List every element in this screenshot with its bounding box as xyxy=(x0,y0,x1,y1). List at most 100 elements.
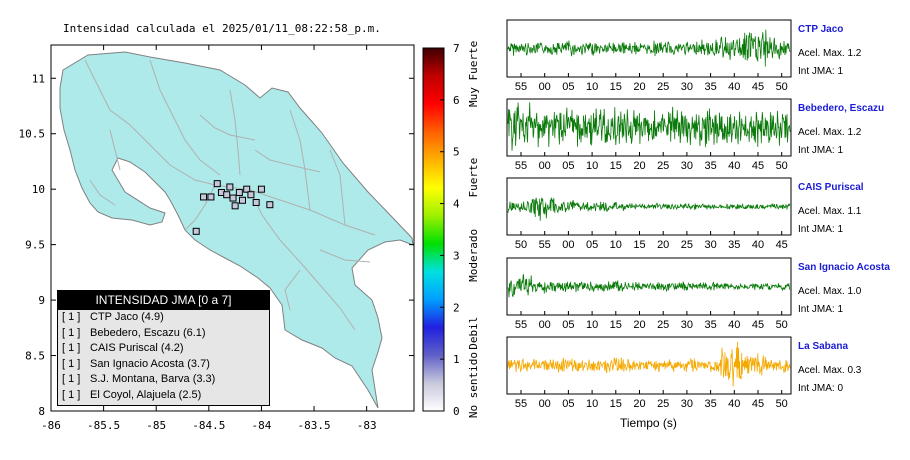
map-ytick-label: 8 xyxy=(38,405,45,418)
waveform-tick-label: 10 xyxy=(586,319,598,331)
legend-station: El Coyol, Alajuela (2.5) xyxy=(90,388,202,401)
colorbar-tick-label: 0 xyxy=(453,405,460,418)
waveform-tick-label: 05 xyxy=(562,81,574,93)
legend-station: S.J. Montana, Barva (3.3) xyxy=(90,373,216,385)
waveform-tick-label: 00 xyxy=(562,239,574,251)
waveform-tick-label: 45 xyxy=(752,160,764,172)
waveform-tick-label: 30 xyxy=(681,81,693,93)
station-marker xyxy=(231,202,239,210)
waveform-tick-label: 35 xyxy=(704,81,716,93)
station-acel: Acel. Max. 1.1 xyxy=(798,206,862,217)
waveform-tick-label: 55 xyxy=(515,319,527,331)
waveform-tick-label: 55 xyxy=(515,398,527,410)
colorbar-tick-label: 5 xyxy=(453,146,460,159)
station-marker xyxy=(200,193,208,201)
waveform-tick-label: 00 xyxy=(539,398,551,410)
colorbar-category-label: Moderado xyxy=(467,229,480,282)
waveform-tick-label: 35 xyxy=(728,239,740,251)
map-ytick-label: 10 xyxy=(32,183,45,196)
waveform-tick-label: 50 xyxy=(776,160,788,172)
legend-station: Bebedero, Escazu (6.1) xyxy=(90,326,206,339)
station-acel: Acel. Max. 0.3 xyxy=(798,365,862,376)
map-title: Intensidad calculada el 2025/01/11_08:22… xyxy=(63,22,381,35)
intensity-legend: INTENSIDAD JMA [0 a 7] [ 1 ] CTP Jaco (4.… xyxy=(57,290,270,406)
station-name: La Sabana xyxy=(798,341,849,352)
waveform-tick-label: 50 xyxy=(776,398,788,410)
waveform-tick-label: 50 xyxy=(515,239,527,251)
waveform-tick-label: 30 xyxy=(681,398,693,410)
waveform-trace xyxy=(507,29,791,67)
waveform-tick-label: 40 xyxy=(728,81,740,93)
waveform-tick-label: 10 xyxy=(586,160,598,172)
waveform-tick-label: 35 xyxy=(704,398,716,410)
station-marker xyxy=(207,193,215,201)
map-ytick-label: 8.5 xyxy=(25,350,45,363)
station-marker xyxy=(243,185,251,193)
waveform-tick-label: 55 xyxy=(539,239,551,251)
map-ytick-label: 10.5 xyxy=(19,128,46,141)
colorbar-tick-label: 7 xyxy=(453,42,460,55)
map-xtick-label: -85.5 xyxy=(87,419,120,432)
colorbar-category-label: No sentido xyxy=(467,352,480,418)
legend-row: [ 1 ] S.J. Montana, Barva (3.3) xyxy=(58,372,269,388)
waveform-tick-label: 25 xyxy=(657,319,669,331)
waveform-tick-label: 15 xyxy=(610,319,622,331)
colorbar-category-label: Fuerte xyxy=(467,158,480,198)
waveform-trace xyxy=(507,197,791,221)
legend-level: [ 1 ] xyxy=(62,326,81,339)
station-acel: Acel. Max. 1.0 xyxy=(798,286,862,297)
waveform-tick-label: 15 xyxy=(610,160,622,172)
waveform-tick-label: 15 xyxy=(610,398,622,410)
waveform-tick-label: 35 xyxy=(704,319,716,331)
map-xtick-label: -86 xyxy=(41,419,61,432)
legend-station: CTP Jaco (4.9) xyxy=(90,311,164,323)
waveform-tick-label: 15 xyxy=(610,81,622,93)
station-markers xyxy=(192,180,274,235)
station-marker xyxy=(247,191,255,199)
waveform-tick-label: 25 xyxy=(657,160,669,172)
station-int: Int JMA: 1 xyxy=(798,224,844,235)
legend-row: [ 1 ] CAIS Puriscal (4.2) xyxy=(58,341,269,357)
map-axis-ticks: -86 -85.5 -85 -84.5 -84 -83.5 -83 8 8.5 9 9.5 10 10.… xyxy=(19,45,414,432)
waveform-tick-label: 25 xyxy=(657,398,669,410)
colorbar-tick-label: 2 xyxy=(453,301,460,314)
legend-title: INTENSIDAD JMA [0 a 7] xyxy=(58,291,269,310)
map-ytick-label: 11 xyxy=(32,72,45,85)
waveform-tick-label: 30 xyxy=(681,319,693,331)
station-marker xyxy=(213,180,221,188)
colorbar-tick-label: 4 xyxy=(453,198,460,211)
waveform-tick-label: 40 xyxy=(728,398,740,410)
map-ytick-label: 9.5 xyxy=(25,239,45,252)
waveform-tick-label: 45 xyxy=(752,398,764,410)
waveform-tick-label: 10 xyxy=(586,398,598,410)
station-marker xyxy=(235,189,243,197)
colorbar-gradient xyxy=(423,48,444,411)
legend-level: [ 1 ] xyxy=(62,388,81,401)
waveform-tick-label: 20 xyxy=(633,81,645,93)
waveform-tick-label: 40 xyxy=(752,239,764,251)
legend-row: [ 1 ] Bebedero, Escazu (6.1) xyxy=(58,326,269,342)
legend-row: [ 1 ] El Coyol, Alajuela (2.5) xyxy=(58,388,269,404)
station-acel: Acel. Max. 1.2 xyxy=(798,48,862,59)
waveform-tick-label: 55 xyxy=(515,160,527,172)
waveform-trace xyxy=(507,341,791,387)
waveform-tick-label: 00 xyxy=(539,81,551,93)
station-name: San Ignacio Acosta xyxy=(798,262,890,273)
waveform-tick-label: 20 xyxy=(633,398,645,410)
map-xtick-label: -83.5 xyxy=(297,419,330,432)
station-int: Int JMA: 0 xyxy=(798,383,844,394)
waveform-tick-label: 45 xyxy=(752,319,764,331)
waveform-tick-label: 00 xyxy=(539,160,551,172)
station-name: Bebedero, Escazu xyxy=(798,103,885,114)
map-xtick-label: -83 xyxy=(357,419,377,432)
station-marker xyxy=(229,194,237,202)
waveform-tick-label: 05 xyxy=(562,398,574,410)
station-marker xyxy=(257,185,265,193)
station-int: Int JMA: 1 xyxy=(798,66,844,77)
colorbar-category-label: Muy Fuerte xyxy=(467,41,480,107)
waveform-tick-label: 40 xyxy=(728,160,740,172)
waveform-tick-label: 50 xyxy=(776,81,788,93)
waveform-tick-label: 05 xyxy=(562,160,574,172)
waveform-tick-label: 25 xyxy=(681,239,693,251)
